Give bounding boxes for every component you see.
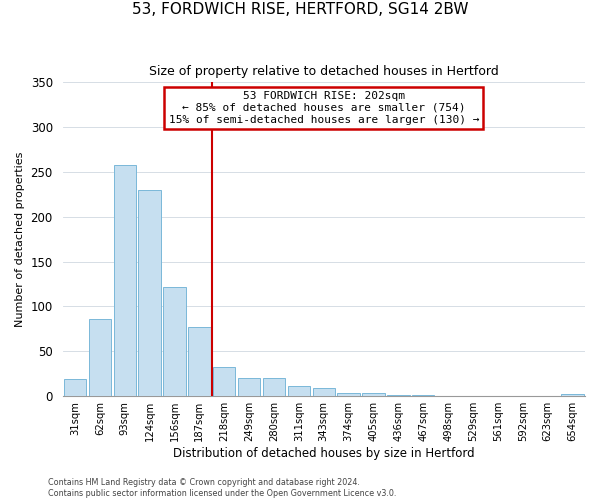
Text: 53, FORDWICH RISE, HERTFORD, SG14 2BW: 53, FORDWICH RISE, HERTFORD, SG14 2BW xyxy=(132,2,468,18)
Bar xyxy=(213,366,235,396)
Text: 53 FORDWICH RISE: 202sqm
← 85% of detached houses are smaller (754)
15% of semi-: 53 FORDWICH RISE: 202sqm ← 85% of detach… xyxy=(169,92,479,124)
X-axis label: Distribution of detached houses by size in Hertford: Distribution of detached houses by size … xyxy=(173,447,475,460)
Bar xyxy=(89,319,111,396)
Bar xyxy=(562,394,584,396)
Bar xyxy=(287,386,310,396)
Title: Size of property relative to detached houses in Hertford: Size of property relative to detached ho… xyxy=(149,65,499,78)
Text: Contains HM Land Registry data © Crown copyright and database right 2024.
Contai: Contains HM Land Registry data © Crown c… xyxy=(48,478,397,498)
Bar xyxy=(113,166,136,396)
Bar xyxy=(238,378,260,396)
Bar xyxy=(263,378,285,396)
Bar xyxy=(163,286,185,396)
Bar xyxy=(139,190,161,396)
Bar xyxy=(64,379,86,396)
Bar xyxy=(188,327,211,396)
Bar xyxy=(337,392,360,396)
Bar xyxy=(362,392,385,396)
Y-axis label: Number of detached properties: Number of detached properties xyxy=(15,152,25,327)
Bar xyxy=(313,388,335,396)
